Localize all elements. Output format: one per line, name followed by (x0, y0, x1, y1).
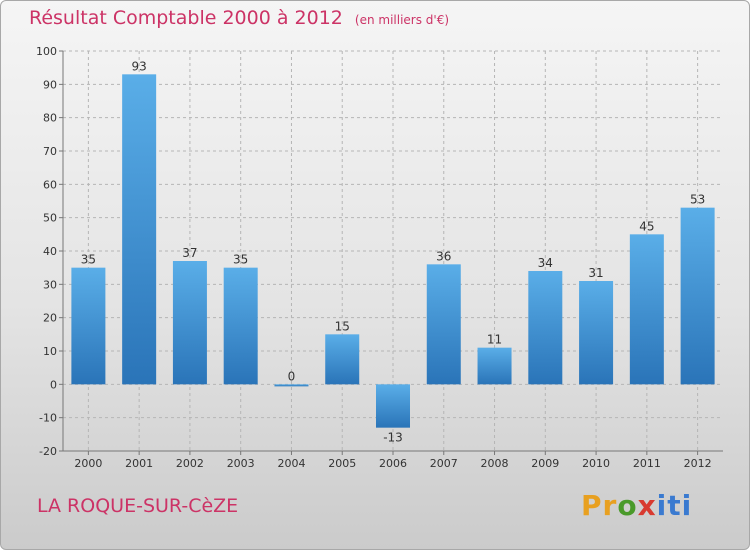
value-label-2011: 45 (639, 219, 654, 233)
y-tick-label: 20 (43, 312, 57, 325)
y-tick-label: 50 (43, 212, 57, 225)
x-tick-label: 2009 (531, 457, 559, 470)
value-label-2009: 34 (538, 256, 553, 270)
bar-2010 (579, 281, 614, 385)
chart-title: Résultat Comptable 2000 à 2012 (en millie… (29, 7, 449, 29)
x-tick-label: 2005 (328, 457, 356, 470)
logo-letter: P (581, 489, 603, 522)
value-label-2004: 0 (288, 369, 296, 383)
y-tick-label: 60 (43, 178, 57, 191)
value-label-2005: 15 (335, 319, 350, 333)
x-tick-label: 2004 (277, 457, 305, 470)
town-name: LA ROQUE-SUR-CèZE (37, 495, 239, 517)
x-tick-label: 2006 (379, 457, 407, 470)
title-text: Résultat Comptable 2000 à 2012 (29, 7, 343, 29)
bar-2007 (426, 264, 461, 385)
value-label-2003: 35 (233, 253, 248, 267)
logo-letter: i (681, 489, 693, 522)
logo-letter: i (656, 489, 668, 522)
bar-2004 (274, 384, 309, 387)
x-tick-label: 2011 (633, 457, 661, 470)
bar-2002 (172, 261, 207, 385)
y-tick-label: 70 (43, 145, 57, 158)
bar-2006 (376, 384, 410, 428)
x-tick-label: 2010 (582, 457, 610, 470)
bar-2009 (528, 271, 563, 385)
x-tick-label: 2003 (227, 457, 255, 470)
bar-2003 (223, 267, 258, 385)
value-label-2001: 93 (132, 59, 147, 73)
logo-letter: t (667, 489, 682, 522)
y-tick-label: 10 (43, 345, 57, 358)
value-label-2012: 53 (690, 193, 705, 207)
bar-2001 (122, 74, 157, 385)
bars (71, 74, 715, 428)
proxiti-logo[interactable]: Proxiti (581, 489, 692, 522)
bar-2008 (477, 347, 512, 385)
logo-letter: r (602, 489, 618, 522)
y-tick-label: 0 (50, 378, 57, 391)
y-tick-label: 40 (43, 245, 57, 258)
y-tick-label: -20 (39, 445, 57, 458)
x-tick-label: 2000 (74, 457, 102, 470)
logo-letter: o (617, 489, 638, 522)
chart-subtitle: (en milliers d'€) (354, 13, 450, 27)
value-label-2007: 36 (436, 249, 451, 263)
logo-letter: x (637, 489, 657, 522)
y-tick-labels: -20 -10 0 10 20 30 40 50 60 70 80 90 100 (36, 45, 57, 458)
axes (59, 50, 723, 455)
bar-2012 (680, 207, 715, 385)
value-label-2002: 37 (182, 246, 197, 260)
y-tick-label: 30 (43, 278, 57, 291)
x-tick-label: 2002 (176, 457, 204, 470)
x-tick-labels: 2000 2001 2002 2003 2004 2005 2006 2007 2008 2009… (74, 457, 711, 470)
bar-2000 (71, 267, 106, 385)
x-tick-label: 2008 (481, 457, 509, 470)
value-label-2006: -13 (383, 431, 403, 445)
value-labels: 35 93 37 35 0 15 -13 36 11 34 31 45 53 (81, 59, 706, 444)
y-tick-label: 90 (43, 78, 57, 91)
y-tick-label: 100 (36, 45, 57, 58)
x-tick-label: 2007 (430, 457, 458, 470)
y-tick-label: 80 (43, 112, 57, 125)
value-label-2000: 35 (81, 253, 96, 267)
bar-2005 (325, 334, 360, 385)
y-tick-label: -10 (39, 412, 57, 425)
value-label-2008: 11 (487, 333, 502, 347)
x-tick-label: 2001 (125, 457, 153, 470)
value-label-2010: 31 (588, 266, 603, 280)
x-tick-label: 2012 (684, 457, 712, 470)
bar-2011 (629, 234, 664, 385)
